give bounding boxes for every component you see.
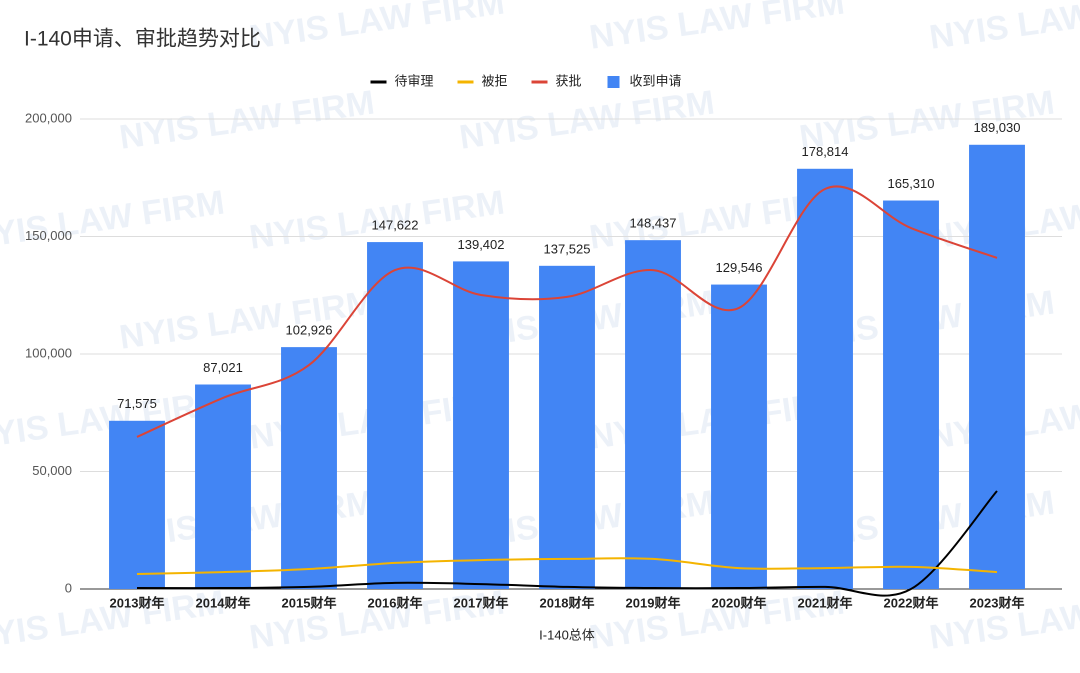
bar [367, 242, 423, 589]
y-tick-label: 150,000 [25, 228, 72, 243]
x-tick-label: 2016财年 [368, 595, 423, 610]
data-label: 165,310 [888, 176, 935, 191]
x-tick-label: 2018财年 [540, 595, 595, 610]
x-tick-label: 2022财年 [884, 595, 939, 610]
x-tick-label: 2023财年 [970, 595, 1025, 610]
legend-label: 收到申请 [630, 73, 682, 88]
bar [711, 284, 767, 589]
y-tick-label: 50,000 [32, 463, 72, 478]
data-label: 137,525 [544, 241, 591, 256]
bar [539, 265, 595, 589]
data-label: 139,402 [458, 237, 505, 252]
x-axis-title: I-140总体 [539, 627, 595, 642]
bar [109, 420, 165, 589]
line [136, 490, 998, 597]
watermark: NYIS LAW FIRM [927, 0, 1080, 57]
bar [453, 261, 509, 589]
watermark: NYIS LAW FIRM [247, 583, 507, 656]
watermark: NYIS LAW FIRM [0, 183, 227, 256]
data-label: 102,926 [286, 323, 333, 338]
plot-area [80, 118, 1062, 590]
y-tick-label: 0 [65, 580, 72, 595]
data-label: 178,814 [802, 144, 849, 159]
bar [883, 200, 939, 590]
y-tick-label: 200,000 [25, 110, 72, 125]
watermark: NYIS LAW FIRM [117, 283, 377, 356]
data-label: 87,021 [203, 360, 243, 375]
bar [625, 240, 681, 590]
watermark: NYIS LAW FIRM [927, 583, 1080, 656]
legend-swatch [607, 76, 620, 88]
legend-label: 待审理 [395, 73, 434, 88]
x-tick-label: 2019财年 [626, 595, 681, 610]
x-tick-label: 2014财年 [196, 595, 251, 610]
x-tick-label: 2020财年 [712, 595, 767, 610]
data-label: 71,575 [117, 396, 157, 411]
data-label: 148,437 [630, 216, 677, 231]
x-tick-label: 2021财年 [798, 595, 853, 610]
watermark: NYIS LAW FIRM [457, 83, 717, 156]
watermark: NYIS LAW FIRM [247, 0, 507, 57]
watermark: NYIS LAW FIRM [587, 583, 847, 656]
x-tick-label: 2013财年 [110, 595, 165, 610]
data-label: 129,546 [716, 260, 763, 275]
watermark: NYIS LAW FIRM [587, 0, 847, 57]
bar [797, 168, 853, 589]
bar [969, 144, 1025, 590]
x-tick-label: 2017财年 [454, 595, 509, 610]
watermark: NYIS LAW FIRM [0, 583, 227, 656]
data-label: 147,622 [372, 218, 419, 233]
legend-label: 被拒 [482, 73, 508, 88]
x-tick-label: 2015财年 [282, 595, 337, 610]
y-tick-label: 100,000 [25, 345, 72, 360]
bar [281, 347, 337, 589]
line [136, 185, 998, 438]
watermark: NYIS LAW FIRM [117, 83, 377, 156]
data-label: 189,030 [974, 120, 1021, 135]
legend-label: 获批 [556, 73, 582, 88]
line [136, 557, 998, 575]
bar [195, 384, 251, 589]
chart-title: I-140申请、审批趋势对比 [24, 28, 261, 51]
